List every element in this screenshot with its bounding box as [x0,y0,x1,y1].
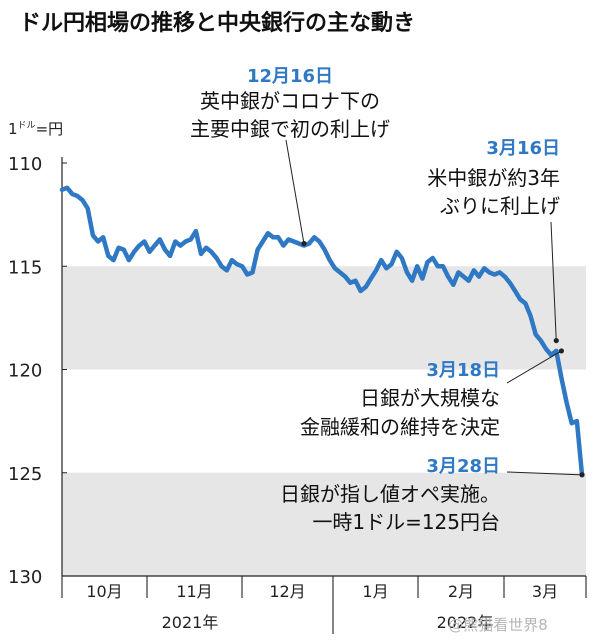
y-axis-label-yen: =円 [36,120,64,138]
y-axis-label-unit: ドル [18,121,36,131]
y-tick-label: 120 [8,361,42,382]
y-axis-label: 1ドル=円 [8,120,63,138]
y-tick-label: 110 [8,154,42,175]
annotation-text: 主要中銀で初の利上げ [190,117,390,141]
shaded-bands [62,266,586,576]
annotation-dot [301,240,307,247]
annotation-date: 3月16日 [486,138,560,159]
annotation-text: 日銀が大規模な [360,386,500,410]
axes [61,157,587,634]
x-month-label: 2月 [448,582,474,601]
annotation-text: 米中銀が約3年 [427,166,560,190]
series-line [59,185,585,478]
annotation-text: ぶりに利上げ [440,194,560,218]
x-tick-labels: 10月 11月 12月 1月 2月 3月 2021年 2022年 [86,582,558,632]
shaded-band-0 [62,266,586,370]
annotation-date: 3月28日 [426,456,500,477]
annotation-dot [558,348,565,354]
annotation-text: 金融緩和の維持を決定 [300,415,500,439]
annotation-text: 一時1ドル=125円台 [312,510,500,534]
x-month-label: 1月 [362,582,388,601]
y-axis-label-one: 1 [8,120,18,138]
annotation-date: 3月18日 [426,360,500,381]
annotation-text: 英中銀がコロナ下の [200,89,380,113]
x-year-label: 2022年 [437,613,494,632]
annotation-leader [506,471,583,476]
watermark: @熊猫看世界8 [448,616,548,634]
x-month-label: 10月 [86,582,122,601]
annotation-dot [579,472,585,478]
x-month-label: 11月 [176,582,212,601]
x-month-label: 3月 [532,582,558,601]
annotation-leader [506,350,562,384]
annotation-leader [550,221,557,341]
y-tick-label: 125 [8,464,42,485]
x-year-label: 2021年 [162,613,219,632]
shaded-band-1 [62,472,586,576]
annotation-leader [285,139,305,244]
annotation-date: 12月16日 [247,66,333,87]
annotation-text: 日銀が指し値オペ実施。 [280,482,500,506]
y-tick-label: 130 [8,567,42,588]
chart-title: ドル円相場の推移と中央銀行の主な動き [19,10,415,36]
y-tick-label: 115 [8,257,42,278]
y-tick-labels: 110 115 120 125 130 [8,154,67,588]
annotation-dot [553,337,559,344]
x-month-label: 12月 [269,582,305,601]
series-line-path [59,185,585,478]
